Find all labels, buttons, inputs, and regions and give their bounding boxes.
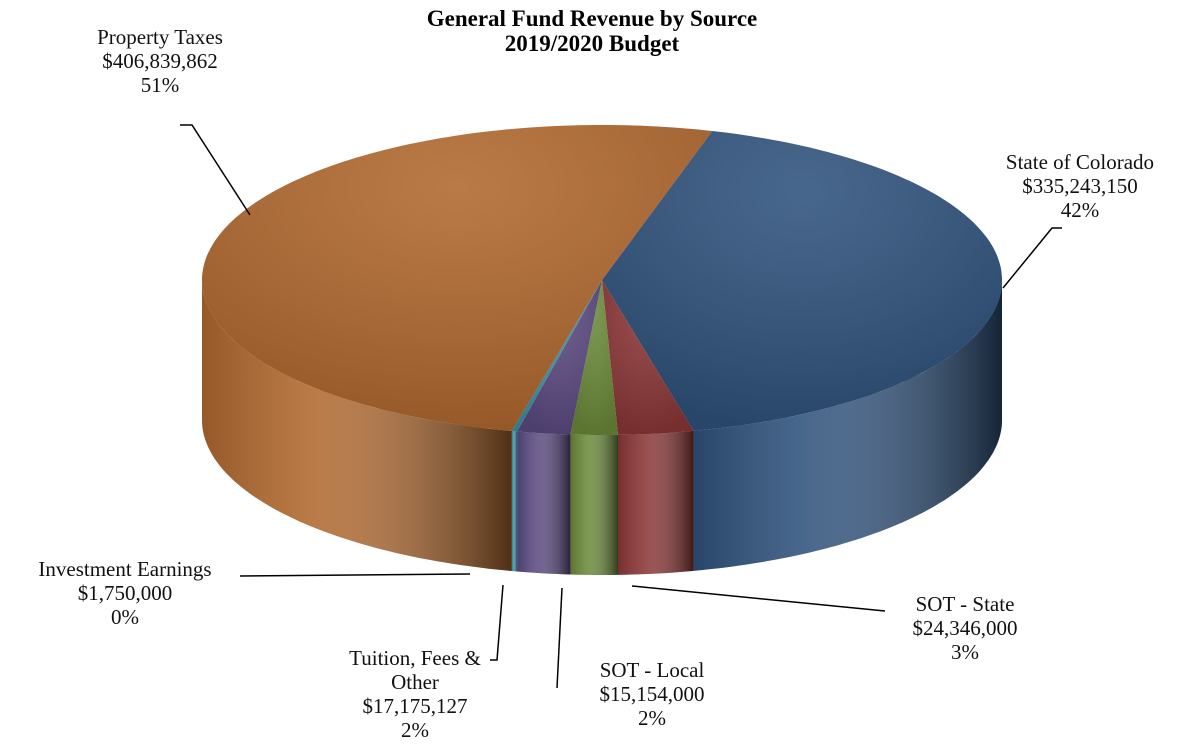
slice-side-shade	[202, 280, 512, 571]
slice-percent: 51%	[140, 73, 180, 97]
data-label: State of Colorado $335,243,150 42%	[980, 150, 1180, 222]
slice-value: $335,243,150	[1022, 174, 1138, 198]
slice-name: SOT - Local	[599, 658, 705, 682]
slice-value: $406,839,862	[102, 49, 218, 73]
data-label: Property Taxes $406,839,862 51%	[60, 25, 260, 97]
slice-side-shade	[618, 430, 694, 575]
leader-line	[180, 124, 251, 216]
leader-line	[239, 573, 471, 577]
slice-name: State of Colorado	[1005, 150, 1155, 174]
slice-name: Investment Earnings	[38, 557, 212, 581]
leader-line	[1002, 227, 1062, 289]
chart-title: General Fund Revenue by Source	[426, 6, 758, 31]
slice-side-shade	[511, 431, 518, 572]
slice-value: $1,750,000	[77, 581, 173, 605]
slice-side-shade	[693, 280, 1002, 571]
slice-value: $24,346,000	[912, 616, 1018, 640]
slice-percent: 2%	[638, 706, 666, 730]
slice-value: $15,154,000	[599, 682, 705, 706]
slice-side-shade	[517, 431, 571, 575]
data-label: Investment Earnings $1,750,000 0%	[5, 557, 245, 629]
leader-line	[490, 584, 504, 661]
slice-value: $17,175,127	[362, 694, 468, 718]
slice-gloss	[517, 280, 602, 435]
leader-line	[556, 587, 563, 689]
slice-name: Property Taxes	[97, 25, 223, 49]
leader-lines	[180, 124, 1062, 689]
slice-gloss	[202, 125, 713, 431]
slice-gloss	[511, 280, 602, 432]
slice-name: SOT - State	[915, 592, 1015, 616]
chart-subtitle: 2019/2020 Budget	[504, 31, 680, 56]
data-label: Tuition, Fees & Other $17,175,127 2%	[328, 646, 503, 742]
slice-percent: 0%	[111, 605, 139, 629]
slice-name: Tuition, Fees & Other	[349, 646, 481, 694]
slice-percent: 42%	[1060, 198, 1100, 222]
slice-gloss	[570, 280, 618, 435]
data-label: SOT - State $24,346,000 3%	[865, 592, 1065, 664]
slice-side-shade	[570, 434, 618, 575]
data-label: SOT - Local $15,154,000 2%	[552, 658, 752, 730]
slice-percent: 2%	[401, 718, 429, 742]
leader-line	[631, 585, 886, 612]
slice-gloss	[602, 280, 694, 435]
slice-gloss	[602, 131, 1002, 431]
slice-percent: 3%	[951, 640, 979, 664]
